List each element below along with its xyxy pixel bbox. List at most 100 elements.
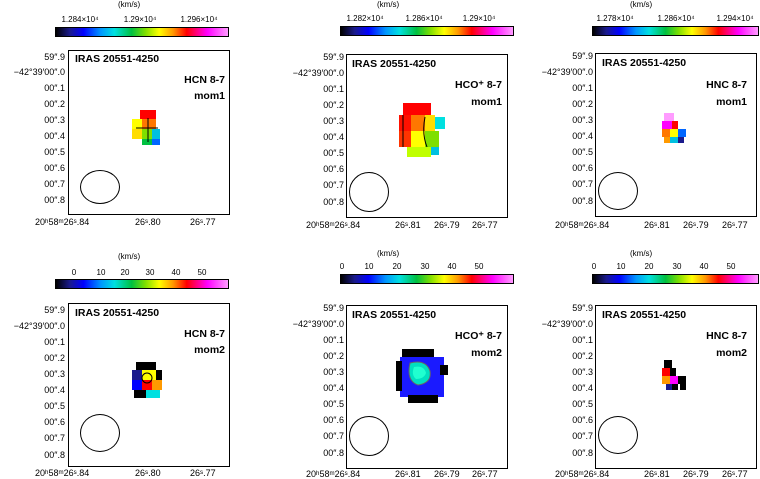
beam-ellipse <box>349 172 389 212</box>
dec-label: 00″.1 <box>572 335 593 345</box>
dec-label: 00″.8 <box>572 196 593 206</box>
dec-label: 00″.4 <box>572 131 593 141</box>
source-name: IRAS 20551-4250 <box>75 307 160 319</box>
dec-label: 00″.6 <box>323 415 344 425</box>
dec-label: 00″.5 <box>44 147 65 157</box>
dec-label: 00″.5 <box>44 401 65 411</box>
dec-label: 00″.3 <box>323 367 344 377</box>
colorbar-tick: 10 <box>96 268 106 277</box>
colorbar-unit: (km/s) <box>118 252 141 261</box>
panel-hcop-mom2: (km/s) 0 10 20 30 40 50 59″.9 −42°39′00″… <box>272 244 522 479</box>
beam-ellipse <box>598 416 638 454</box>
colorbar <box>592 26 759 36</box>
dec-label: 00″.3 <box>44 115 65 125</box>
ra-label: 26ˢ.77 <box>472 469 498 479</box>
ra-label: 26ˢ.81 <box>644 469 670 479</box>
colorbar-tick: 50 <box>726 262 736 271</box>
velocity-map <box>399 103 445 157</box>
dec-label: 00″.6 <box>572 415 593 425</box>
ra-label: 20ʰ58ᵐ26ˢ.84 <box>35 217 90 227</box>
dec-label: 00″.6 <box>44 163 65 173</box>
colorbar-tick: 0 <box>71 268 77 277</box>
colorbar-tick: 30 <box>672 262 682 271</box>
ra-label: 26ˢ.81 <box>395 220 421 230</box>
dec-label: 00″.2 <box>572 99 593 109</box>
dec-label: 00″.8 <box>44 195 65 205</box>
line-label: HCO⁺ 8-7 <box>455 79 502 91</box>
dec-label: −42°39′00″.0 <box>541 319 593 329</box>
colorbar-tick: 1.278×10⁴ <box>596 14 634 23</box>
colorbar <box>55 27 229 37</box>
dec-label: 00″.4 <box>572 383 593 393</box>
beam-ellipse <box>80 414 120 452</box>
line-label: HNC 8-7 <box>706 330 747 342</box>
dec-label: 00″.5 <box>323 148 344 158</box>
dec-label: 00″.2 <box>323 100 344 110</box>
moment-label: mom2 <box>471 347 502 359</box>
ra-label: 26ˢ.80 <box>135 217 161 227</box>
beam-ellipse <box>80 170 120 204</box>
ra-label: 26ˢ.79 <box>683 220 709 230</box>
colorbar-tick: 30 <box>420 262 430 271</box>
ra-label: 20ʰ58ᵐ26ˢ.84 <box>306 220 361 230</box>
dispersion-map <box>662 360 686 390</box>
line-label: HCN 8-7 <box>184 74 225 86</box>
dec-label: 00″.3 <box>572 115 593 125</box>
dec-label: 00″.1 <box>44 337 65 347</box>
colorbar-tick: 50 <box>197 268 207 277</box>
dec-label: 00″.4 <box>323 383 344 393</box>
colorbar-tick: 1.286×10⁴ <box>405 14 443 23</box>
dec-label: 00″.7 <box>323 180 344 190</box>
source-name: IRAS 20551-4250 <box>352 58 437 70</box>
moment-label: mom2 <box>194 344 225 356</box>
source-name: IRAS 20551-4250 <box>602 57 687 69</box>
colorbar-tick: 1.284×10⁴ <box>61 15 99 24</box>
colorbar-tick: 20 <box>644 262 654 271</box>
ra-label: 26ˢ.77 <box>722 220 748 230</box>
colorbar-unit: (km/s) <box>630 0 653 9</box>
line-label: HCO⁺ 8-7 <box>455 330 502 342</box>
colorbar-tick: 0 <box>591 262 597 271</box>
colorbar <box>592 274 759 284</box>
colorbar-tick: 1.282×10⁴ <box>346 14 384 23</box>
source-name: IRAS 20551-4250 <box>352 309 437 321</box>
ra-label: 20ʰ58ᵐ26ˢ.84 <box>555 220 610 230</box>
dec-label: 00″.6 <box>323 164 344 174</box>
dec-label: −42°39′00″.0 <box>292 68 344 78</box>
dec-label: 59″.9 <box>572 51 593 61</box>
colorbar-tick: 20 <box>120 268 130 277</box>
dec-label: 00″.8 <box>44 450 65 460</box>
panel-hcn-mom1: (km/s) 1.284×10⁴ 1.29×10⁴ 1.296×10⁴ 59″.… <box>0 0 250 235</box>
colorbar-tick: 40 <box>447 262 457 271</box>
colorbar-tick: 40 <box>699 262 709 271</box>
dec-label: 00″.3 <box>44 369 65 379</box>
colorbar-tick: 1.29×10⁴ <box>123 15 157 24</box>
ra-label: 20ʰ58ᵐ26ˢ.84 <box>555 469 610 479</box>
dispersion-map <box>396 349 448 403</box>
ra-label: 20ʰ58ᵐ26ˢ.84 <box>35 468 90 478</box>
dispersion-map <box>132 362 162 398</box>
dec-label: 00″.2 <box>323 351 344 361</box>
ra-label: 26ˢ.81 <box>395 469 421 479</box>
dec-label: 00″.5 <box>572 147 593 157</box>
moment-label: mom2 <box>716 347 747 359</box>
dec-label: 59″.9 <box>323 52 344 62</box>
dec-label: 59″.9 <box>44 305 65 315</box>
dec-label: 00″.7 <box>323 431 344 441</box>
dec-label: 00″.1 <box>572 83 593 93</box>
ra-label: 26ˢ.81 <box>644 220 670 230</box>
colorbar-tick: 30 <box>145 268 155 277</box>
moment-label: mom1 <box>716 96 747 108</box>
velocity-map <box>662 113 686 143</box>
dec-label: 00″.1 <box>323 84 344 94</box>
colorbar-tick: 1.286×10⁴ <box>657 14 695 23</box>
dec-label: 00″.4 <box>44 131 65 141</box>
panel-hcop-mom1: (km/s) 1.282×10⁴ 1.286×10⁴ 1.29×10⁴ 59″.… <box>272 0 522 235</box>
dec-label: 00″.2 <box>572 351 593 361</box>
beam-ellipse <box>349 416 389 456</box>
dec-label: 00″.4 <box>44 385 65 395</box>
colorbar-unit: (km/s) <box>377 249 400 258</box>
ra-label: 26ˢ.79 <box>683 469 709 479</box>
dec-label: 00″.8 <box>572 448 593 458</box>
dec-label: 00″.1 <box>323 335 344 345</box>
